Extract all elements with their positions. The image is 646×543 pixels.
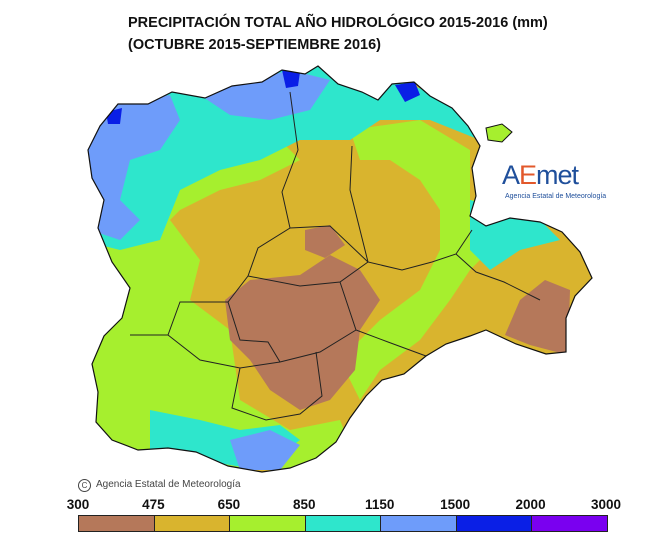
aemet-logo-letter-e: E [519,160,537,190]
map-zone-east-dry [505,280,570,355]
province-boundary [231,351,323,421]
map-zone-northwest-green [150,140,300,230]
aemet-logo-prefix: AE [502,160,537,190]
legend-break-label: 3000 [590,497,622,512]
map-zone-west-green [88,220,360,470]
legend-break-label: 300 [66,497,90,512]
province-boundary [247,261,369,287]
legend-swatch [305,516,382,531]
province-boundary [167,329,357,369]
aemet-logo-letter-a: A [502,160,520,190]
aemet-logo: AEmet Agencia Estatal de Meteorología [500,160,606,204]
aemet-logo-suffix: met [536,160,579,190]
legend-swatch [79,516,155,531]
map-zone-north-darkblue [282,70,300,88]
map-zone-north-cyan [88,66,480,250]
title-line-2: (OCTUBRE 2015-SEPTIEMBRE 2016) [128,37,382,53]
legend-swatch [532,516,608,531]
province-boundary [227,301,281,363]
province-boundary [339,281,427,357]
map-zone-northeast-darkblue [395,82,420,102]
copyright-icon: C [78,479,91,492]
map-zone-enclave [485,123,513,143]
legend-break-label: 650 [217,497,241,512]
map-zone-northwest-blue [88,95,180,240]
legend-labels: 300 475 650 850 1150 1500 2000 3000 [0,497,646,513]
title-line-1: PRECIPITACIÓN TOTAL AÑO HIDROLÓGICO 2015… [128,15,548,31]
map-zone-center-dry [225,255,380,410]
legend-break-label: 1150 [365,497,395,512]
map-zone-north-green [350,120,470,210]
map-zone-north-dry [305,225,345,258]
map-zone-east-green [340,200,500,400]
legend-bar [78,515,608,532]
legend-break-label: 2000 [515,497,546,512]
legend-swatch [381,516,457,531]
aemet-logo-subtitle: Agencia Estatal de Meteorología [505,193,607,200]
aemet-logo-word: AEmet [502,160,579,191]
province-boundary [455,253,541,301]
legend-break-label: 850 [293,497,316,512]
legend-swatch [230,516,306,531]
legend-break-label: 1500 [440,497,471,512]
legend-break-label: 475 [142,497,165,512]
map-zone-south-blue [230,430,300,470]
map-title: PRECIPITACIÓN TOTAL AÑO HIDROLÓGICO 2015… [128,12,548,56]
province-boundary [289,225,369,263]
copyright-notice: C Agencia Estatal de Meteorología [78,479,241,492]
legend-swatch [154,516,231,531]
copyright-text: Agencia Estatal de Meteorología [96,479,241,490]
province-boundary [349,145,473,271]
province-boundary [130,91,299,336]
legend-swatch [456,516,533,531]
